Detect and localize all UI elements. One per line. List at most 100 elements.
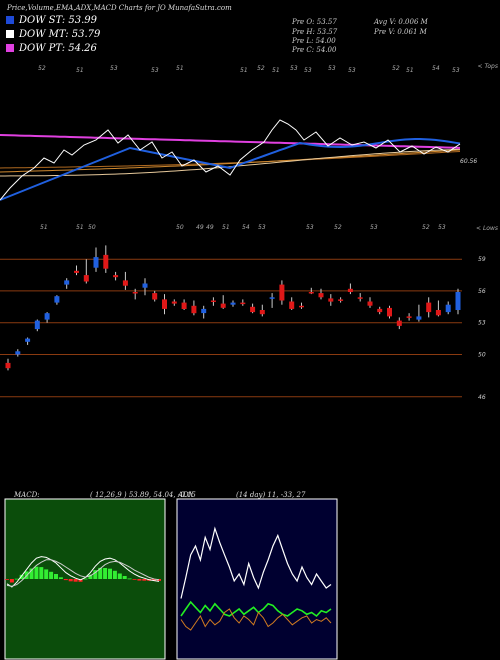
- macd-histogram-bar: [108, 568, 112, 579]
- macd-histogram-bar: [73, 579, 78, 582]
- candle-body: [210, 300, 216, 302]
- candle-body: [103, 254, 109, 269]
- candle-body: [74, 270, 79, 273]
- candle-body: [25, 338, 31, 342]
- candle-body: [230, 302, 236, 305]
- stat-prev-open: Pre O: 53.57: [292, 18, 337, 26]
- candle-body: [171, 301, 177, 304]
- macd-histogram-bar: [142, 579, 147, 581]
- candle-body: [64, 280, 70, 285]
- candle-body: [44, 313, 50, 320]
- candle-body: [132, 292, 138, 294]
- chart-title: Price,Volume,EMA,ADX,MACD Charts for JO …: [7, 4, 232, 12]
- macd-histogram-bar: [127, 578, 132, 580]
- dow-legend: DOW ST: 53.99 DOW MT: 53.79 DOW PT: 54.2…: [6, 15, 100, 54]
- ema-top-label: 53: [452, 67, 460, 74]
- ema-top-label: 52: [257, 65, 265, 72]
- candle-body: [201, 308, 207, 314]
- candle-body: [308, 292, 314, 294]
- dow-pt-line: [0, 134, 461, 149]
- mid-label: 49: [206, 224, 214, 231]
- macd-histogram-bar: [152, 579, 157, 581]
- candle-body: [416, 316, 422, 320]
- mid-label: 53: [438, 224, 446, 231]
- macd-signal-line: [6, 559, 160, 587]
- macd-histogram-bar: [34, 566, 39, 579]
- mid-label: 52: [334, 224, 342, 231]
- ema-top-label: 51: [272, 67, 280, 74]
- ema-top-label: 53: [328, 65, 336, 72]
- candle-body: [181, 302, 187, 309]
- candle-body: [5, 362, 11, 369]
- macd-line: [6, 556, 160, 588]
- macd-histogram-bar: [117, 573, 122, 579]
- macd-histogram-bar: [103, 568, 108, 579]
- legend-st: DOW ST: 53.99: [6, 15, 100, 26]
- candle-body: [220, 303, 226, 308]
- price-axis-tick: 56: [478, 288, 486, 295]
- mid-label: 49: [196, 224, 204, 231]
- candle-body: [122, 280, 128, 286]
- macd-histogram-bar: [68, 579, 73, 582]
- candle-body: [396, 320, 402, 326]
- macd-values: ( 12,26,9 ) 53.89, 54.04, -0.15: [90, 491, 196, 499]
- candle-body: [162, 299, 167, 309]
- price-axis-tick: 50: [478, 351, 486, 358]
- macd-histogram-bar: [137, 579, 142, 581]
- stat-prev-low: Pre L: 54.00: [292, 37, 336, 45]
- legend-pt: DOW PT: 54.26: [6, 43, 100, 54]
- macd-label: MACD:: [14, 491, 40, 499]
- legend-st-swatch: [6, 16, 14, 24]
- candle-body: [191, 305, 197, 314]
- ema-top-label: 51: [406, 67, 414, 74]
- ema-top-label: 53: [348, 67, 356, 74]
- candle-body: [15, 351, 21, 355]
- macd-histogram-bar: [93, 570, 98, 579]
- legend-pt-label: DOW PT: 54.26: [19, 43, 97, 54]
- candle-body: [259, 310, 265, 315]
- candle-body: [54, 296, 60, 303]
- mid-label: 51: [40, 224, 48, 231]
- candle-body: [426, 302, 432, 313]
- ema-top-label: 53: [290, 65, 298, 72]
- candle-body: [318, 293, 324, 298]
- stat-prev-volume: Pre V: 0.061 M: [374, 28, 427, 36]
- price-axis-tick: 59: [478, 256, 486, 263]
- mid-label: 53: [370, 224, 378, 231]
- macd-histogram-bar: [14, 578, 19, 580]
- candle-body: [299, 305, 304, 308]
- adx-line: [180, 526, 332, 599]
- ema-top-label: 51: [76, 67, 84, 74]
- mid-label: 51: [76, 224, 84, 231]
- candle-body: [289, 301, 295, 309]
- macd-histogram-bar: [9, 579, 14, 583]
- candle-body: [367, 301, 373, 306]
- candle-body: [377, 308, 383, 313]
- candle-body: [387, 307, 392, 317]
- macd-histogram-bar: [63, 579, 68, 581]
- adx-panel: [176, 498, 338, 660]
- dow-st-line: [0, 138, 461, 201]
- dow-mt-line: [0, 119, 461, 201]
- stat-prev-close: Pre C: 54.00: [292, 46, 337, 54]
- candle-body: [328, 298, 334, 302]
- macd-histogram-bar: [83, 578, 88, 580]
- macd-histogram-bar: [112, 570, 117, 579]
- ema-top-label: 53: [110, 65, 118, 72]
- macd-histogram-bar: [122, 576, 127, 579]
- mid-label: 52: [422, 224, 430, 231]
- candle-body: [34, 320, 40, 330]
- ema-long-line: [0, 151, 461, 169]
- macd-histogram-bar: [98, 567, 103, 579]
- mid-label: 53: [258, 224, 266, 231]
- ema-top-label: 51: [240, 67, 248, 74]
- candle-body: [435, 310, 441, 316]
- macd-histogram-bar: [39, 567, 44, 579]
- candle-body: [347, 288, 353, 292]
- mid-label: 53: [306, 224, 314, 231]
- candle-body: [152, 293, 158, 300]
- candle-body: [93, 257, 99, 268]
- macd-histogram-bar: [54, 574, 58, 579]
- ema-short-line: [0, 148, 461, 177]
